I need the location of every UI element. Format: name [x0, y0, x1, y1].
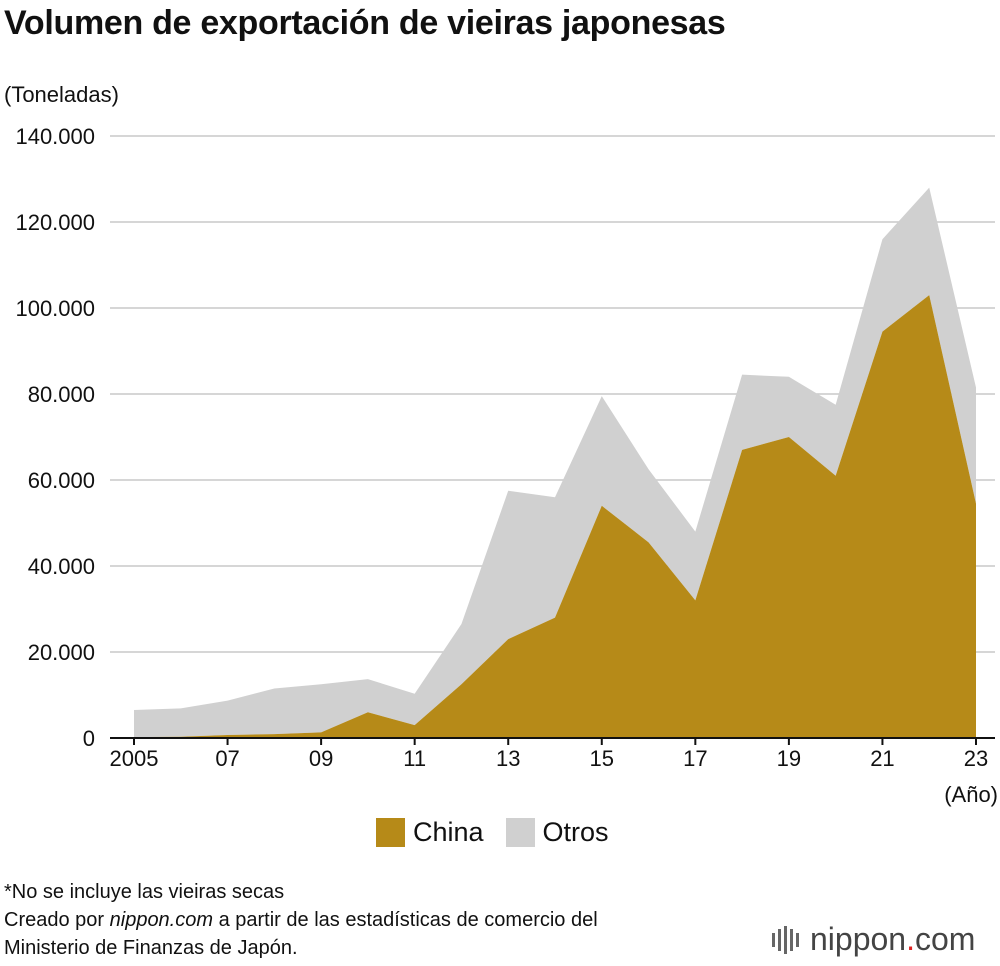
y-tick-label: 140.000	[15, 124, 95, 149]
chart-title: Volumen de exportación de vieiras japone…	[4, 4, 726, 42]
legend-swatch-otros	[505, 818, 535, 847]
y-tick-label: 0	[83, 726, 95, 751]
x-tick-label: 09	[309, 746, 333, 771]
x-tick-label: 17	[683, 746, 707, 771]
x-axis-unit-label: (Año)	[944, 782, 998, 807]
y-tick-label: 120.000	[15, 210, 95, 235]
source-note: Creado por nippon.com a partir de las es…	[4, 906, 598, 934]
legend: China Otros	[376, 817, 631, 848]
series-area-china	[134, 295, 976, 738]
y-tick-label: 40.000	[28, 554, 95, 579]
legend-item-china: China	[376, 817, 484, 848]
y-tick-label: 20.000	[28, 640, 95, 665]
legend-item-otros: Otros	[505, 817, 609, 848]
area-series	[134, 187, 976, 738]
x-tick-label: 07	[215, 746, 239, 771]
logo-name: nippon	[810, 921, 907, 957]
x-tick-label: 19	[777, 746, 801, 771]
y-axis-unit-label: (Toneladas)	[4, 82, 119, 107]
source-ministry: Ministerio de Finanzas de Japón.	[4, 937, 298, 959]
x-tick-label: 15	[590, 746, 614, 771]
x-tick-label: 11	[403, 746, 426, 771]
chart-plot: 0 20.000 40.000 60.000 80.000 100.000 120.000 1…	[15, 124, 998, 807]
source-site: nippon.com	[109, 909, 214, 931]
nippon-logo: nippon. com	[772, 921, 975, 958]
tick-labels: 0 20.000 40.000 60.000 80.000 100.000 120.000 1…	[15, 124, 998, 807]
logo-dot: .	[906, 921, 915, 957]
y-tick-label: 60.000	[28, 468, 95, 493]
source-prefix: Creado por	[4, 909, 110, 931]
logo-tld: com	[914, 921, 976, 957]
legend-swatch-china	[376, 818, 405, 847]
x-tick-label: 13	[496, 746, 520, 771]
series-area-otros	[134, 187, 976, 738]
footnotes: *No se incluye las vieiras secas Creado …	[4, 878, 598, 962]
legend-label-otros: Otros	[542, 817, 609, 847]
x-tick-label: 21	[870, 746, 894, 771]
footnote-dried-scallops: *No se incluye las vieiras secas	[4, 881, 285, 903]
y-tick-label: 100.000	[15, 296, 95, 321]
source-suffix: a partir de las estadísticas de comercio…	[213, 909, 598, 931]
x-tick-label: 2005	[110, 746, 159, 771]
legend-label-china: China	[413, 817, 484, 847]
logo-bars-icon	[772, 925, 802, 954]
x-tick-label: 23	[964, 746, 988, 771]
y-tick-label: 80.000	[28, 382, 95, 407]
axes	[110, 737, 995, 745]
